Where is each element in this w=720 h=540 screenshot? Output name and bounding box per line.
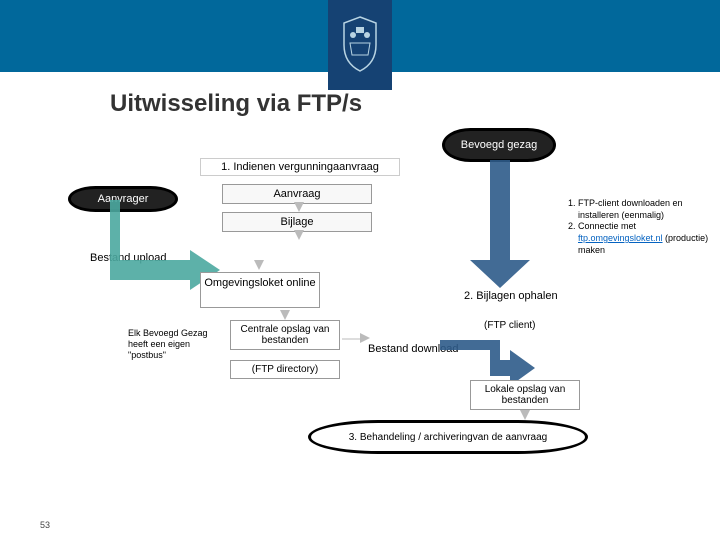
arrow-bevoegd-gezag-down [460, 160, 540, 290]
step2-label: 2. Bijlagen ophalen [464, 290, 558, 302]
ftp-link[interactable]: ftp.omgevingsloket.nl [578, 233, 663, 243]
arrow-down-icon [294, 202, 304, 212]
remarks-list: FTP-client downloaden en installeren (ee… [560, 198, 710, 256]
box-aanvraag: Aanvraag [222, 184, 372, 204]
remark-2: Connectie met ftp.omgevingsloket.nl (pro… [578, 221, 710, 256]
arrow-down-icon [254, 260, 264, 270]
pill-bevoegd-gezag: Bevoegd gezag [442, 128, 556, 162]
step1-label: 1. Indienen vergunningaanvraag [200, 158, 400, 176]
pill-bevoegd-gezag-label: Bevoegd gezag [461, 139, 537, 151]
logo-emblem [328, 0, 392, 90]
box-bijlage: Bijlage [222, 212, 372, 232]
arrow-down-icon [280, 310, 290, 320]
pill-step3-label: 3. Behandeling / archiveringvan de aanvr… [349, 432, 547, 443]
arrow-right-icon [360, 333, 370, 343]
remark-1: FTP-client downloaden en installeren (ee… [578, 198, 710, 221]
page-number: 53 [40, 520, 50, 530]
arrow-down-icon [294, 230, 304, 240]
page-title: Uitwisseling via FTP/s [110, 90, 362, 118]
box-centrale-opslag: Centrale opslag van bestanden [230, 320, 340, 350]
arrow-down-icon [520, 410, 530, 420]
postbus-note: Elk Bevoegd Gezag heeft een eigen "postb… [128, 328, 228, 360]
box-ftp-directory: (FTP directory) [230, 360, 340, 379]
coat-of-arms-icon [338, 15, 382, 75]
box-lokale-opslag: Lokale opslag van bestanden [470, 380, 580, 410]
pill-step3: 3. Behandeling / archiveringvan de aanvr… [308, 420, 588, 454]
box-omgevingsloket: Omgevingsloket online [200, 272, 320, 308]
